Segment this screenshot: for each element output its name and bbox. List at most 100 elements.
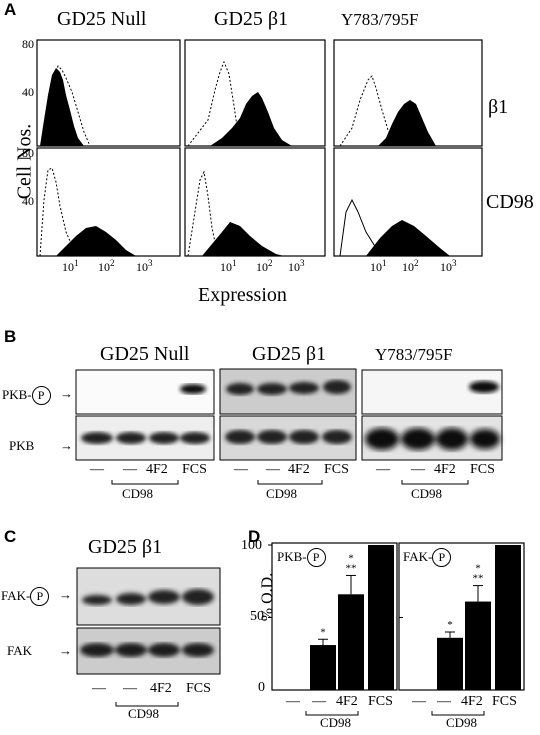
panel-b-arrow-top: →	[60, 386, 73, 401]
hist-beta1-control	[187, 60, 241, 147]
panel-b-blots	[75, 368, 503, 461]
panel-d-fak-lane-2: —	[437, 694, 451, 709]
sig-top-PKB-P-2: *	[348, 552, 354, 564]
panel-c-lane-4: FCS	[186, 681, 211, 696]
panel-b-mut-lane-2: —	[411, 462, 425, 477]
panel-a-ytick-40-bottom: 40	[22, 194, 34, 208]
panel-d-pkb-lane-4: FCS	[368, 694, 393, 709]
hist-null-beta1-filled	[40, 68, 84, 146]
panel-c-fak-p-label: FAK- P	[1, 587, 50, 606]
panel-b-mut-lane-4: FCS	[470, 462, 495, 477]
sig-top-FAK-P-2: *	[475, 563, 481, 575]
hist-mutant-cd98-filled	[366, 220, 450, 256]
panel-b-null-lane-4: FCS	[182, 462, 207, 477]
panel-b-pkb-label: PKB	[9, 438, 35, 453]
panel-a-xtick-null-2: 102	[98, 258, 115, 274]
panel-d-ytick-100: 100	[241, 538, 262, 553]
bar-FAK-P-2	[465, 601, 491, 690]
panel-c-fak-label: FAK	[7, 643, 33, 658]
hist-beta1-filled	[210, 92, 292, 146]
panel-a-letter: A	[4, 0, 17, 19]
bar-FAK-P-1	[437, 637, 463, 690]
sig-PKB-P-2: **	[346, 562, 357, 574]
panel-c-blots	[76, 567, 221, 675]
panel-d-pkb-lane-1: —	[286, 694, 300, 709]
phospho-circle: P	[432, 548, 452, 567]
panel-a-row-cd98: CD98	[486, 191, 534, 213]
panel-a-x-axis-label: Expression	[198, 284, 287, 306]
panel-d-fak-lane-1: —	[412, 694, 426, 709]
panel-b-mut-group: CD98	[411, 486, 443, 501]
panel-d-fak-p-label: FAK- P	[403, 548, 452, 567]
panel-c-group: CD98	[128, 706, 160, 721]
panel-d-pkb-p-label: PKB- P	[277, 548, 326, 567]
panel-d-fak-lane-3: 4F2	[461, 694, 483, 709]
panel-d-pkb-lane-2: —	[312, 694, 326, 709]
panel-b-group-brackets	[111, 480, 469, 485]
panel-b-pkb-p-label: PKB- P	[2, 386, 51, 405]
panel-b-mut-lane-1: —	[376, 462, 390, 477]
sig-FAK-P-2: **	[473, 573, 484, 585]
bar-PKB-P-2	[338, 594, 364, 690]
sig-PKB-P-1: *	[320, 626, 326, 638]
panel-a-xtick-b1-2: 102	[256, 258, 273, 274]
panel-a-row-beta1: β1	[488, 96, 509, 118]
phospho-circle: P	[31, 386, 51, 405]
hist-beta1-cd98-filled	[202, 222, 284, 256]
panel-d-ytick-0: 0	[258, 680, 265, 695]
panel-c-letter: C	[4, 527, 17, 546]
panel-c-group-bracket	[115, 702, 179, 707]
panel-a-col-null: GD25 Null	[57, 8, 147, 30]
panel-c-arrow-bottom: →	[59, 643, 72, 658]
panel-a-xtick-mut-3: 103	[440, 258, 457, 274]
panel-a-xtick-null-3: 103	[136, 258, 153, 274]
bar-FAK-P-3	[495, 545, 521, 690]
panel-b-null-group: CD98	[122, 486, 154, 501]
panel-b-b1-lane-4: FCS	[324, 462, 349, 477]
hist-mutant-filled	[378, 100, 436, 146]
bar-PKB-P-3	[368, 545, 394, 690]
panel-d-ytick-50: 50	[250, 609, 264, 624]
panel-a-ytick-80-top: 80	[22, 37, 34, 51]
panel-b-mut-lane-3: 4F2	[434, 462, 456, 477]
panel-b-col-beta1: GD25 β1	[252, 343, 327, 365]
panel-a-xtick-null-1: 101	[62, 258, 79, 274]
phospho-circle: P	[30, 587, 50, 606]
panel-d-pkb-lane-3: 4F2	[336, 694, 358, 709]
panel-a-xtick-mut-2: 102	[402, 258, 419, 274]
sig-FAK-P-1: *	[447, 619, 453, 631]
panel-a-col-mutant: Y783/795F	[341, 10, 419, 29]
panel-a-xtick-mut-1: 101	[370, 258, 387, 274]
panel-b-null-lane-3: 4F2	[146, 462, 168, 477]
panel-b-b1-lane-2: —	[266, 462, 280, 477]
panel-b-b1-lane-3: 4F2	[288, 462, 310, 477]
panel-d-fak-lane-4: FCS	[492, 694, 517, 709]
panel-c-lane-1: —	[92, 681, 106, 696]
panel-d-letter: D	[248, 527, 261, 546]
panel-a-ytick-80-bottom: 80	[22, 146, 34, 160]
panel-d-group-brackets	[305, 711, 485, 716]
panel-c-arrow-top: →	[59, 587, 72, 602]
panel-d-fak-group: CD98	[446, 715, 478, 730]
panel-d-pkb-group: CD98	[320, 715, 352, 730]
hist-beta1-cd98-control	[187, 170, 219, 257]
panel-a-col-beta1: GD25 β1	[214, 8, 289, 30]
panel-b-null-lane-1: —	[90, 462, 104, 477]
hist-null-cd98-filled	[56, 226, 136, 256]
panel-a-histograms	[36, 39, 483, 257]
panel-a-ytick-40-top: 40	[22, 85, 34, 99]
phospho-circle: P	[306, 548, 326, 567]
panel-a-xtick-b1-3: 103	[288, 258, 305, 274]
panel-b-arrow-bottom: →	[60, 438, 73, 453]
panel-b-null-lane-2: —	[123, 462, 137, 477]
panel-b-col-mutant: Y783/795F	[375, 345, 453, 364]
panel-b-b1-lane-1: —	[234, 462, 248, 477]
panel-c-lane-2: —	[123, 681, 137, 696]
panel-a-xtick-b1-1: 101	[220, 258, 237, 274]
hist-mutant-control	[339, 75, 397, 147]
panel-c-title: GD25 β1	[88, 536, 163, 558]
panel-b-letter: B	[4, 327, 17, 346]
panel-b-col-null: GD25 Null	[100, 343, 190, 365]
bar-PKB-P-1	[310, 645, 336, 690]
